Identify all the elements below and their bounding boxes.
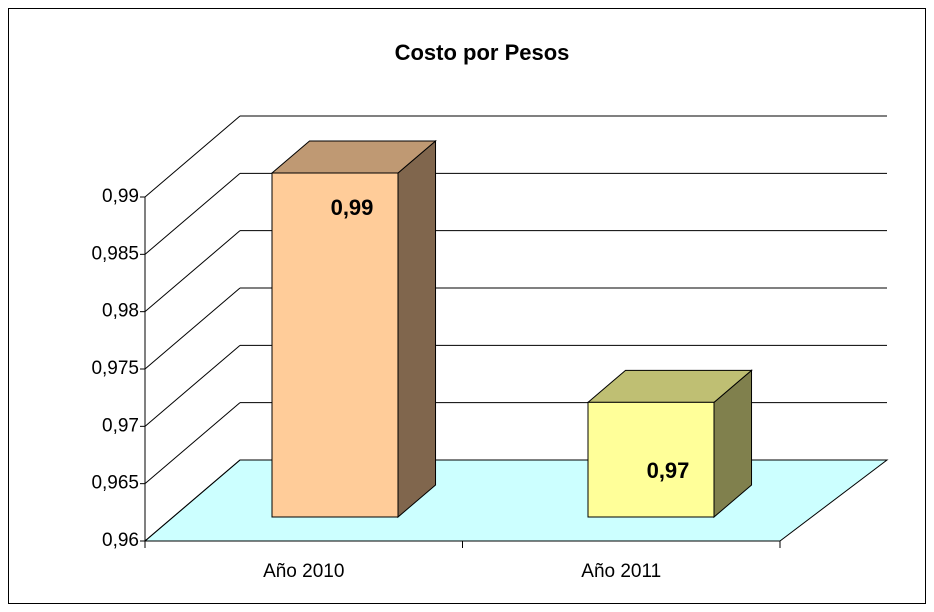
- y-tick-label: 0,965: [91, 473, 139, 494]
- y-tick-label: 0,985: [91, 243, 139, 264]
- floor: [143, 459, 889, 542]
- grid-line: [144, 459, 241, 542]
- y-tick-label: 0,98: [102, 301, 139, 322]
- data-label: 0,97: [647, 458, 690, 483]
- y-tick-label: 0,97: [102, 415, 139, 436]
- grid-line: [144, 344, 241, 427]
- grid-line: [144, 172, 241, 255]
- grid-line: [144, 115, 241, 198]
- bar-side: [397, 139, 437, 519]
- data-label: 0,99: [331, 195, 374, 220]
- x-tick-label: Año 2010: [263, 561, 344, 582]
- grid-line: [144, 402, 241, 485]
- y-tick-label: 0,99: [102, 186, 139, 207]
- grid-line: [144, 230, 241, 313]
- y-tick-label: 0,975: [91, 358, 139, 379]
- grid-line: [144, 287, 241, 370]
- chart-title: Costo por Pesos: [395, 40, 570, 65]
- bar: [587, 401, 715, 518]
- x-tick-label: Año 2011: [581, 561, 661, 582]
- bar: [271, 172, 399, 518]
- y-tick-label: 0,96: [102, 530, 139, 551]
